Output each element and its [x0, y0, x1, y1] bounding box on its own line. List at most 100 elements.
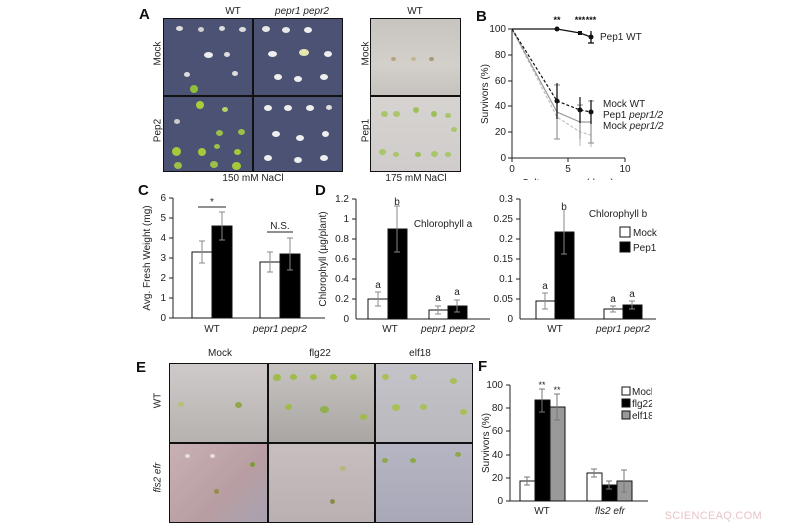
- panel-e-col-header-elf18: elf18: [409, 348, 431, 359]
- seedlings-wt-mock: [164, 19, 252, 95]
- svg-text:0.1: 0.1: [499, 274, 513, 285]
- svg-text:0.8: 0.8: [335, 234, 349, 245]
- svg-text:a: a: [435, 293, 441, 304]
- svg-text:pepr1 pepr2: pepr1 pepr2: [252, 324, 307, 335]
- seedlings-pepr-mock: [254, 19, 342, 95]
- svg-text:0.6: 0.6: [335, 254, 349, 265]
- svg-text:WT: WT: [547, 324, 563, 335]
- panel-e-letter: E: [136, 359, 147, 376]
- svg-text:1: 1: [343, 214, 349, 225]
- svg-text:0: 0: [509, 164, 515, 175]
- panel-a-caption-150mm: 150 mM NaCl: [222, 173, 284, 184]
- svg-text:0: 0: [343, 314, 349, 325]
- svg-text:20: 20: [495, 127, 507, 138]
- panel-e-row-label-wt: WT: [152, 392, 164, 409]
- svg-text:a: a: [454, 287, 460, 298]
- panel-a-right-col-header: WT: [407, 6, 423, 17]
- svg-text:WT: WT: [204, 324, 220, 335]
- svg-text:1.2: 1.2: [335, 194, 349, 205]
- panel-a-caption-175mm: 175 mM NaCl: [385, 173, 447, 184]
- seedlings-wt-pep2: [164, 97, 252, 171]
- svg-text:5: 5: [160, 213, 166, 224]
- panel-f-survivors-bar-chart: 100 80 60 40 20 0 Survivors (%) ** ** WT fls2 …: [481, 380, 652, 517]
- panel-d-legend: Mock Pep1: [619, 226, 658, 254]
- svg-text:a: a: [629, 289, 635, 300]
- panel-e-row-label-fls2-efr: fls2 efr: [152, 462, 164, 493]
- panel-d-ylabel: Chlorophyll (µg/plant): [318, 211, 329, 306]
- panel-f-ylabel: Survivors (%): [481, 413, 492, 473]
- svg-text:elf18: elf18: [632, 411, 652, 422]
- svg-text:40: 40: [495, 101, 507, 112]
- panel-a-row-label-mock: Mock: [152, 41, 164, 66]
- svg-text:0: 0: [160, 313, 166, 324]
- svg-text:fls2 efr: fls2 efr: [595, 506, 626, 517]
- watermark: SCIENCEAQ.COM: [664, 510, 762, 522]
- panel-e-photo-grid: [169, 363, 473, 523]
- svg-text:**: **: [553, 15, 561, 25]
- svg-text:40: 40: [492, 450, 504, 461]
- svg-text:***: ***: [586, 15, 597, 25]
- svg-text:a: a: [610, 294, 616, 305]
- svg-text:*: *: [210, 197, 214, 208]
- svg-text:**: **: [553, 385, 561, 395]
- svg-text:2: 2: [160, 273, 166, 284]
- svg-text:b: b: [394, 197, 400, 208]
- svg-text:0: 0: [507, 314, 513, 325]
- legend-pep1-pepr: Pep1 pepr1/2: [603, 110, 663, 121]
- chlorophyll-b-title: Chlorophyll b: [589, 209, 648, 220]
- panel-f-letter: F: [478, 358, 488, 375]
- svg-text:10: 10: [619, 164, 631, 175]
- svg-text:80: 80: [492, 403, 504, 414]
- svg-text:pepr1 pepr2: pepr1 pepr2: [595, 324, 650, 335]
- panel-e-col-header-mock: Mock: [208, 348, 232, 359]
- svg-text:0: 0: [497, 496, 503, 507]
- svg-text:60: 60: [492, 426, 504, 437]
- legend-mock-wt: Mock WT: [603, 99, 645, 110]
- svg-text:Mock: Mock: [633, 228, 658, 239]
- panel-a-right-row-label-pep1: Pep1: [360, 118, 372, 143]
- seedlings-pepr-pep2: [254, 97, 342, 171]
- svg-text:flg22: flg22: [632, 399, 652, 410]
- panel-d-chlorophyll-a-bar-chart: 1.2 1 0.8 0.6 0.4 0.2 0 Chlorophyll (µg/plant…: [318, 194, 490, 335]
- panel-b-letter: B: [476, 8, 487, 25]
- svg-text:80: 80: [495, 50, 507, 61]
- svg-text:6: 6: [160, 193, 166, 204]
- panel-d-chlorophyll-b-bar-chart: 0.3 0.25 0.2 0.15 0.1 0.05 0 a b a a WT pepr1 pep…: [494, 194, 658, 335]
- svg-text:0.2: 0.2: [499, 234, 513, 245]
- svg-text:4: 4: [160, 233, 166, 244]
- panel-a-photo-composite-175mm: [370, 18, 461, 172]
- svg-text:20: 20: [492, 473, 504, 484]
- panel-c-fresh-weight-bar-chart: 6 5 4 3 2 1 0 Avg. Fresh Weight (mg) * N.S. WT…: [142, 193, 325, 335]
- panel-e-col-header-flg22: flg22: [309, 348, 331, 359]
- panel-a-photo-composite-150mm: [163, 18, 343, 172]
- svg-text:WT: WT: [534, 506, 550, 517]
- svg-text:0.4: 0.4: [335, 274, 349, 285]
- svg-text:0.15: 0.15: [494, 254, 514, 265]
- panel-a-right-row-label-mock: Mock: [360, 41, 372, 66]
- svg-text:0.2: 0.2: [335, 294, 349, 305]
- svg-text:WT: WT: [382, 324, 398, 335]
- panel-b-ylabel: Survivors (%): [480, 64, 491, 124]
- svg-text:1: 1: [160, 293, 166, 304]
- svg-text:60: 60: [495, 76, 507, 87]
- panel-a-row-label-pep2: Pep2: [152, 118, 164, 143]
- panel-d-letter: D: [315, 182, 326, 199]
- svg-text:5: 5: [565, 164, 571, 175]
- chlorophyll-a-title: Chlorophyll a: [414, 219, 473, 230]
- svg-text:100: 100: [486, 380, 503, 391]
- panel-a-col-header-pepr: pepr1 pepr2: [275, 6, 329, 17]
- legend-mock-pepr: Mock pepr1/2: [603, 121, 664, 132]
- svg-text:0.25: 0.25: [494, 214, 514, 225]
- svg-text:Mock: Mock: [632, 387, 652, 398]
- svg-text:0.05: 0.05: [494, 294, 514, 305]
- svg-text:0.3: 0.3: [499, 194, 513, 205]
- panel-c-ylabel: Avg. Fresh Weight (mg): [142, 205, 153, 310]
- panel-f-legend: Mock flg22 elf18: [621, 386, 652, 422]
- panel-a-col-header-wt: WT: [225, 6, 241, 17]
- svg-text:***: ***: [575, 15, 586, 25]
- panel-a-letter: A: [139, 6, 150, 23]
- svg-text:a: a: [542, 281, 548, 292]
- svg-text:100: 100: [489, 24, 506, 35]
- legend-pep1-wt: Pep1 WT: [600, 32, 642, 43]
